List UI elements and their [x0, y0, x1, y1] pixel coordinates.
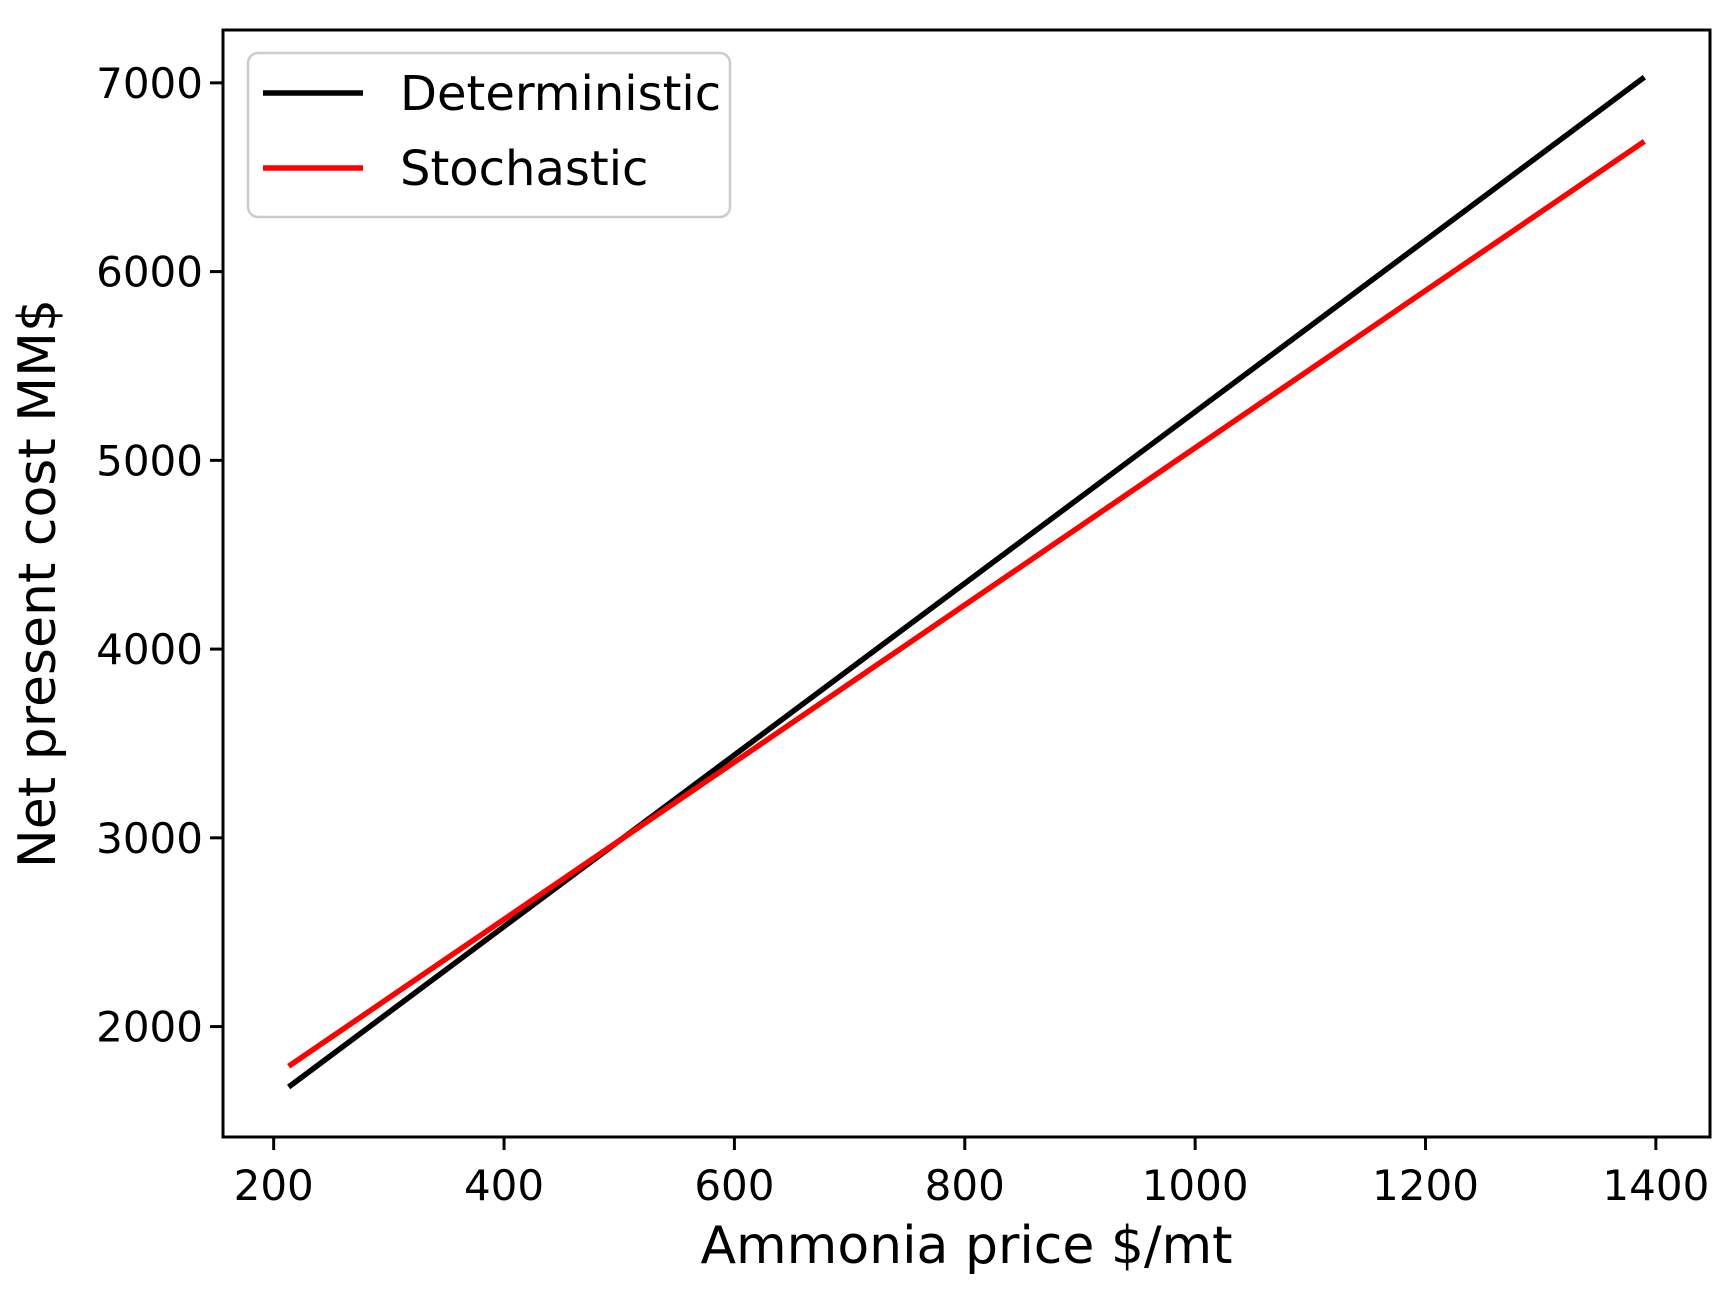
y-tick-label-5000: 5000 — [96, 436, 203, 485]
legend-label-deterministic: Deterministic — [400, 66, 721, 122]
legend-box — [246, 51, 732, 219]
y-tick-label-6000: 6000 — [96, 248, 203, 297]
tick-layer: 200 400 600 800 1000 1200 1400 2000 3000 4000 5000… — [96, 59, 1709, 1210]
series-layer — [287, 74, 1646, 1090]
x-tick-label-1200: 1200 — [1372, 1161, 1479, 1210]
x-tick-label-400: 400 — [464, 1161, 544, 1210]
x-axis-label: Ammonia price $/mt — [700, 1216, 1232, 1276]
y-tick-label-2000: 2000 — [96, 1003, 203, 1052]
y-tick-label-7000: 7000 — [96, 59, 203, 108]
y-axis-label: Net present cost MM$ — [8, 299, 68, 868]
legend: Deterministic Stochastic — [246, 51, 732, 219]
x-tick-label-1400: 1400 — [1602, 1161, 1709, 1210]
plot-frame — [221, 28, 1712, 1139]
x-tick-label-200: 200 — [234, 1161, 314, 1210]
x-tick-label-600: 600 — [694, 1161, 774, 1210]
axes-layer — [221, 28, 1712, 1139]
x-tick-label-800: 800 — [925, 1161, 1005, 1210]
legend-label-stochastic: Stochastic — [400, 141, 648, 197]
y-tick-label-3000: 3000 — [96, 814, 203, 863]
y-tick-label-4000: 4000 — [96, 625, 203, 674]
series-line-stochastic — [287, 139, 1646, 1069]
x-tick-label-1000: 1000 — [1142, 1161, 1249, 1210]
series-line-deterministic — [287, 74, 1646, 1090]
